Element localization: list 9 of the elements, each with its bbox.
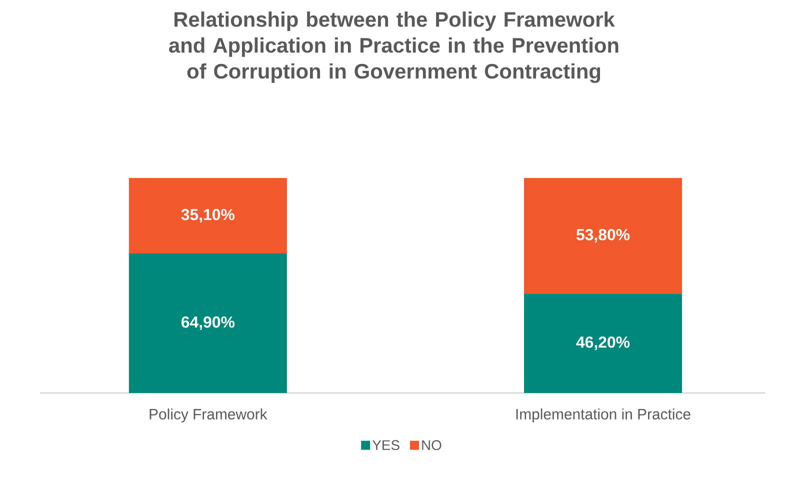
legend-label: NO bbox=[422, 440, 442, 450]
data-label: 53,80% bbox=[576, 229, 630, 243]
legend-label: YES bbox=[372, 440, 400, 450]
data-label: 46,20% bbox=[576, 336, 630, 350]
data-label: 35,10% bbox=[181, 208, 235, 223]
chart-title: Relationship between the Policy Framework and Application in Practice in the Prevention of Corruption in Government Contracting bbox=[169, 12, 618, 83]
data-label: 64,90% bbox=[181, 316, 235, 330]
x-tick-label: Policy Framework bbox=[150, 408, 268, 422]
x-tick-label: Implementation in Practice bbox=[516, 408, 690, 422]
